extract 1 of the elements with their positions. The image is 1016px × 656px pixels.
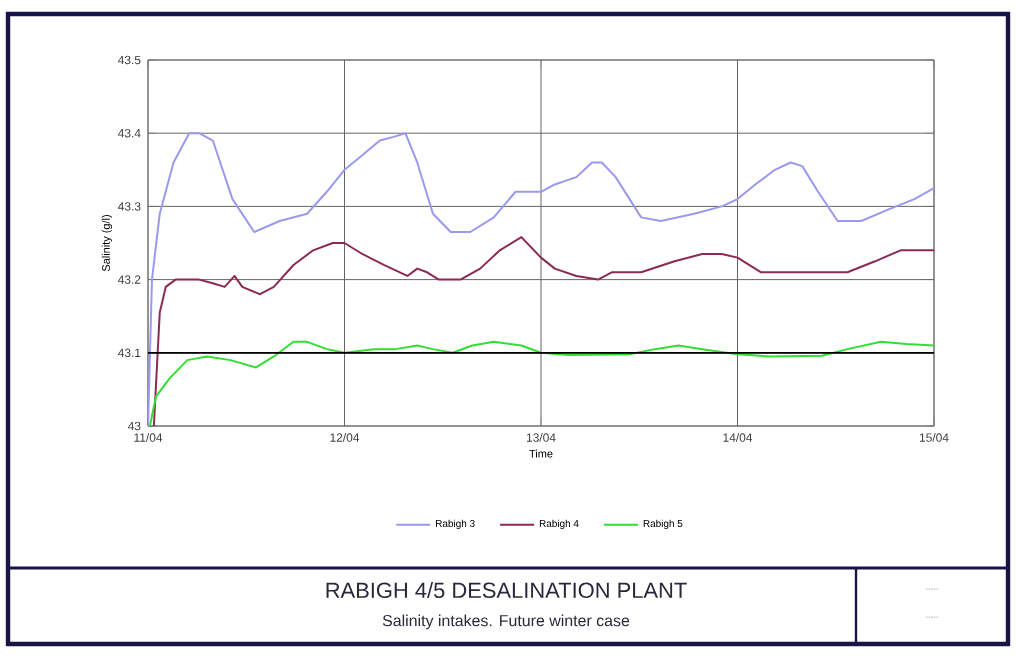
text: RABIGH 4/5 DESALINATION PLANT	[326, 581, 687, 599]
